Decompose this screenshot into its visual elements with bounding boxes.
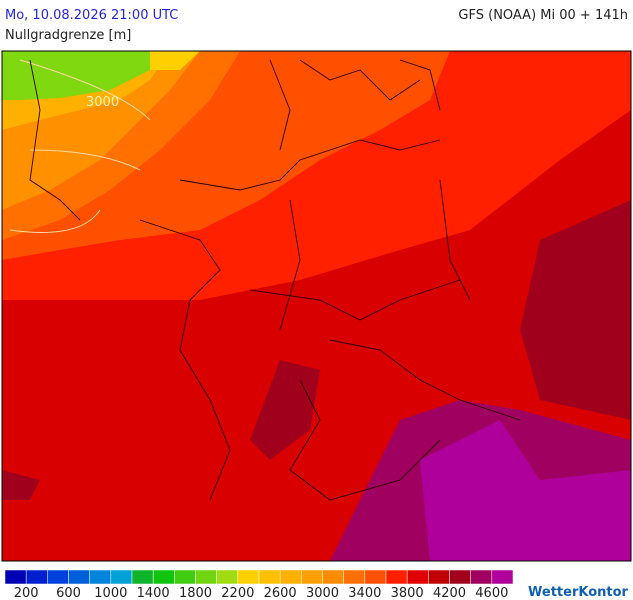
legend-label: 600: [56, 586, 81, 600]
subtitle: Nullgradgrenze [m]: [5, 28, 131, 43]
legend-label: 1000: [94, 586, 127, 600]
legend-swatch: [216, 569, 239, 585]
legend-label: 3000: [306, 586, 339, 600]
legend-label: 2200: [221, 586, 254, 600]
legend-swatch: [279, 569, 302, 585]
legend-swatch: [4, 569, 27, 585]
legend-swatch: [322, 569, 344, 585]
legend-swatch: [364, 569, 387, 585]
legend-swatch: [428, 569, 450, 585]
logo: WetterKontor: [528, 585, 629, 600]
legend-swatch: [110, 569, 133, 585]
legend-swatch: [237, 569, 260, 585]
legend: 200 600 1000 1400 1800 2200 2600 3000 3400 3800 42…: [4, 569, 514, 600]
legend-label: 4600: [475, 586, 508, 600]
legend-swatch: [406, 569, 429, 585]
legend-label: 3800: [391, 586, 424, 600]
legend-swatch: [258, 569, 281, 585]
legend-swatch: [131, 569, 154, 585]
legend-swatch: [174, 569, 196, 585]
map: 3000: [1, 50, 632, 562]
legend-swatch: [343, 569, 366, 585]
legend-swatch: [47, 569, 69, 585]
legend-swatch: [152, 569, 175, 585]
legend-swatch: [25, 569, 48, 585]
legend-label: 3400: [348, 586, 381, 600]
legend-label: 1400: [137, 586, 170, 600]
contour-label: 3000: [86, 95, 119, 110]
legend-swatch: [195, 569, 217, 585]
legend-label: 2600: [264, 586, 297, 600]
legend-swatch: [470, 569, 493, 585]
header-right: GFS (NOAA) Mi 00 + 141h: [458, 8, 628, 23]
legend-swatch: [89, 569, 112, 585]
legend-label: 1800: [179, 586, 212, 600]
legend-label: 4200: [433, 586, 466, 600]
legend-label: 200: [14, 586, 39, 600]
legend-swatch: [68, 569, 90, 585]
legend-swatch: [491, 569, 514, 585]
legend-swatch: [301, 569, 323, 585]
header-left: Mo, 10.08.2026 21:00 UTC: [5, 8, 178, 23]
legend-swatch: [385, 569, 408, 585]
legend-swatch: [449, 569, 471, 585]
